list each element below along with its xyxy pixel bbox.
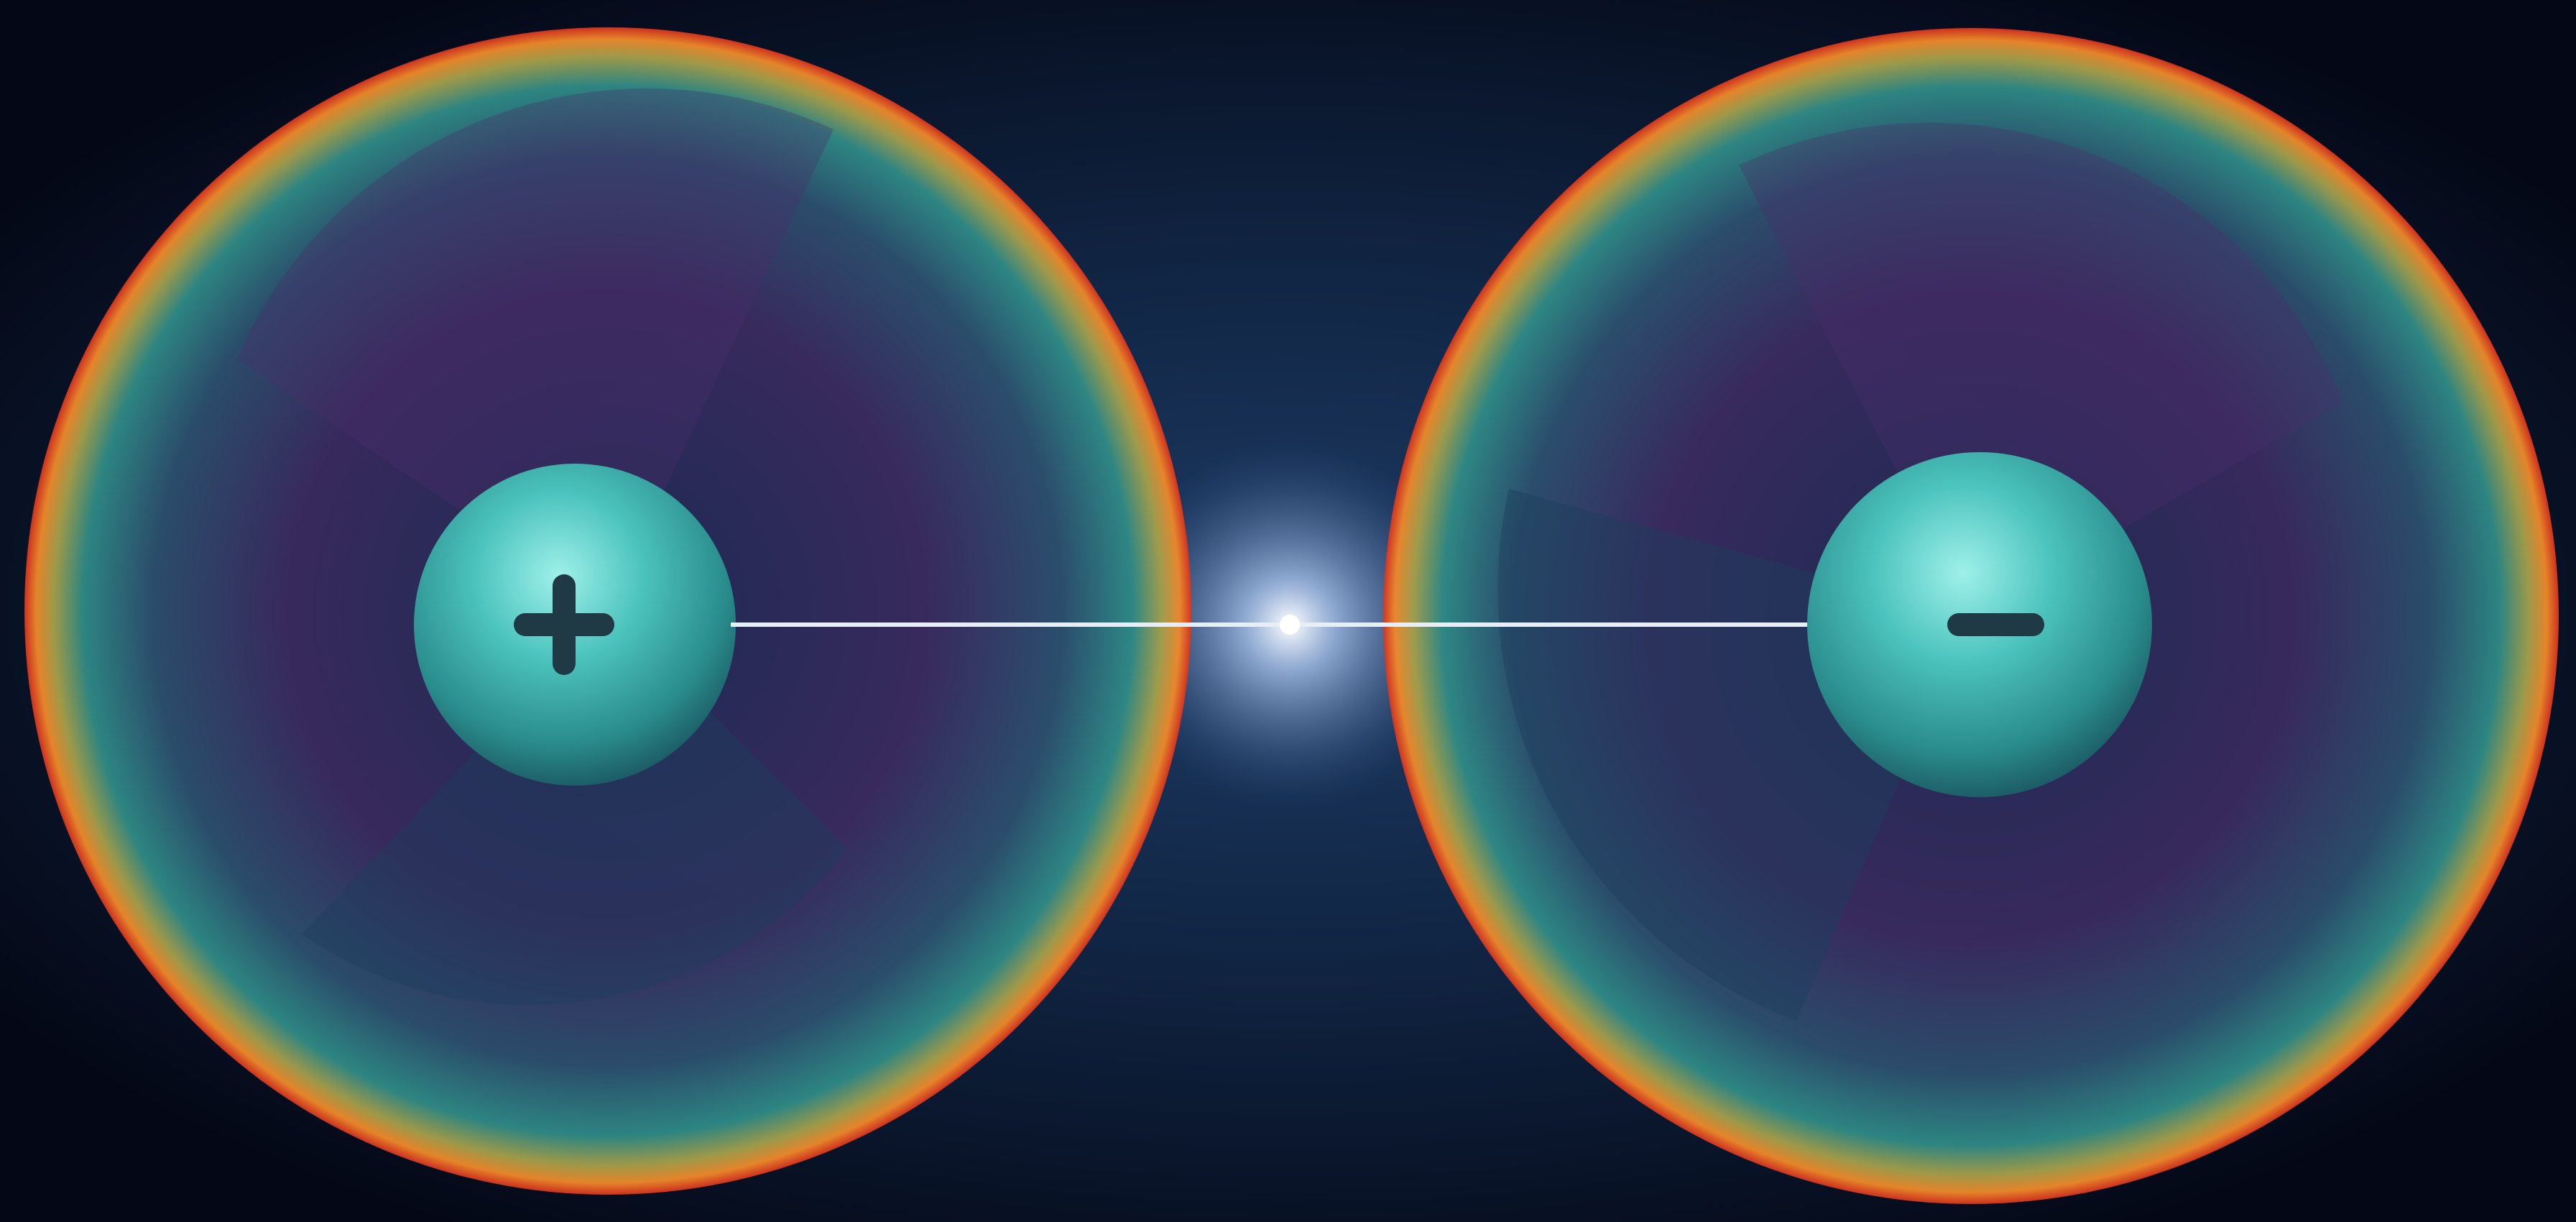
orbital-segment	[302, 611, 848, 1006]
left-atom	[24, 27, 1191, 1195]
star	[1280, 615, 1300, 635]
minus-sign	[1947, 613, 2044, 636]
orbital-segment	[1739, 122, 2342, 617]
right-atom	[1383, 28, 2559, 1204]
orbital-segment	[237, 88, 834, 611]
plus-sign	[553, 574, 576, 675]
